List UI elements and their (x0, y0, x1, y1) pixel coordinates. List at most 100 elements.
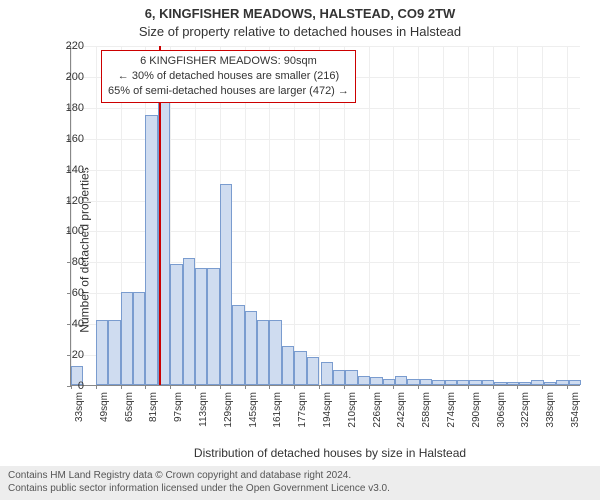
histogram-bar (170, 264, 182, 385)
gridline-v (393, 46, 394, 385)
xtick-mark (393, 385, 394, 389)
histogram-bar (531, 380, 543, 385)
ytick-label: 40 (44, 318, 84, 330)
histogram-bar (195, 268, 207, 385)
chart-container: 6, KINGFISHER MEADOWS, HALSTEAD, CO9 2TW… (0, 0, 600, 500)
xtick-label: 226sqm (372, 392, 383, 428)
histogram-bar (96, 320, 108, 385)
xtick-label: 338sqm (545, 392, 556, 428)
xtick-mark (517, 385, 518, 389)
xtick-mark (220, 385, 221, 389)
footer-line2: Contains public sector information licen… (8, 482, 592, 495)
xtick-label: 306sqm (496, 392, 507, 428)
histogram-bar (257, 320, 269, 385)
plot-inner: 6 KINGFISHER MEADOWS: 90sqm← 30% of deta… (70, 46, 580, 386)
footer-line1: Contains HM Land Registry data © Crown c… (8, 469, 592, 482)
annotation-line1: 6 KINGFISHER MEADOWS: 90sqm (108, 54, 349, 69)
histogram-bar (494, 382, 506, 385)
xtick-label: 65sqm (124, 392, 135, 422)
xtick-label: 322sqm (520, 392, 531, 428)
attribution-footer: Contains HM Land Registry data © Crown c… (0, 466, 600, 500)
histogram-bar (333, 370, 345, 385)
histogram-bar (207, 268, 219, 385)
x-axis-label: Distribution of detached houses by size … (70, 446, 590, 460)
xtick-label: 210sqm (347, 392, 358, 428)
xtick-mark (195, 385, 196, 389)
xtick-label: 129sqm (223, 392, 234, 428)
xtick-label: 242sqm (396, 392, 407, 428)
histogram-bar (544, 382, 556, 385)
ytick-label: 0 (44, 380, 84, 392)
chart-title-address: 6, KINGFISHER MEADOWS, HALSTEAD, CO9 2TW (0, 6, 600, 21)
xtick-mark (369, 385, 370, 389)
histogram-bar (121, 292, 133, 385)
histogram-bar (183, 258, 195, 385)
histogram-bar (556, 380, 568, 385)
gridline-v (542, 46, 543, 385)
histogram-bar (370, 377, 382, 385)
ytick-label: 160 (44, 133, 84, 145)
gridline-h (71, 108, 580, 109)
histogram-bar (345, 370, 357, 385)
histogram-bar (358, 376, 370, 385)
histogram-bar (220, 184, 232, 385)
histogram-bar (457, 380, 469, 385)
histogram-bar (307, 357, 319, 385)
gridline-v (71, 46, 72, 385)
ytick-label: 180 (44, 102, 84, 114)
xtick-mark (468, 385, 469, 389)
xtick-mark (170, 385, 171, 389)
annotation-box: 6 KINGFISHER MEADOWS: 90sqm← 30% of deta… (101, 50, 356, 103)
gridline-v (369, 46, 370, 385)
histogram-bar (407, 379, 419, 385)
xtick-label: 113sqm (198, 392, 209, 427)
ytick-label: 20 (44, 349, 84, 361)
histogram-bar (445, 380, 457, 385)
xtick-mark (344, 385, 345, 389)
histogram-bar (569, 380, 581, 385)
histogram-bar (432, 380, 444, 385)
histogram-bar (519, 382, 531, 385)
histogram-bar (294, 351, 306, 385)
xtick-label: 33sqm (74, 392, 85, 422)
histogram-bar (133, 292, 145, 385)
xtick-mark (418, 385, 419, 389)
gridline-v (443, 46, 444, 385)
histogram-bar (507, 382, 519, 385)
xtick-mark (542, 385, 543, 389)
histogram-bar (282, 346, 294, 385)
xtick-mark (96, 385, 97, 389)
xtick-mark (319, 385, 320, 389)
histogram-bar (420, 379, 432, 385)
histogram-bar (269, 320, 281, 385)
plot-area: 6 KINGFISHER MEADOWS: 90sqm← 30% of deta… (70, 46, 580, 386)
xtick-label: 145sqm (248, 392, 259, 428)
histogram-bar (383, 379, 395, 385)
histogram-bar (469, 380, 481, 385)
gridline-v (493, 46, 494, 385)
xtick-label: 290sqm (471, 392, 482, 428)
histogram-bar (232, 305, 244, 385)
gridline-v (517, 46, 518, 385)
xtick-mark (121, 385, 122, 389)
gridline-h (71, 46, 580, 47)
histogram-bar (108, 320, 120, 385)
xtick-label: 97sqm (173, 392, 184, 422)
annotation-line2: ← 30% of detached houses are smaller (21… (108, 69, 349, 84)
histogram-bar (245, 311, 257, 385)
xtick-mark (269, 385, 270, 389)
ytick-label: 140 (44, 164, 84, 176)
annotation-line3: 65% of semi-detached houses are larger (… (108, 84, 349, 99)
histogram-bar (395, 376, 407, 385)
xtick-label: 354sqm (570, 392, 581, 428)
ytick-label: 100 (44, 225, 84, 237)
histogram-bar (145, 115, 157, 385)
gridline-v (567, 46, 568, 385)
ytick-label: 200 (44, 71, 84, 83)
xtick-label: 258sqm (421, 392, 432, 428)
xtick-mark (294, 385, 295, 389)
xtick-mark (245, 385, 246, 389)
chart-subtitle: Size of property relative to detached ho… (0, 24, 600, 39)
xtick-label: 177sqm (297, 392, 308, 428)
ytick-label: 120 (44, 195, 84, 207)
